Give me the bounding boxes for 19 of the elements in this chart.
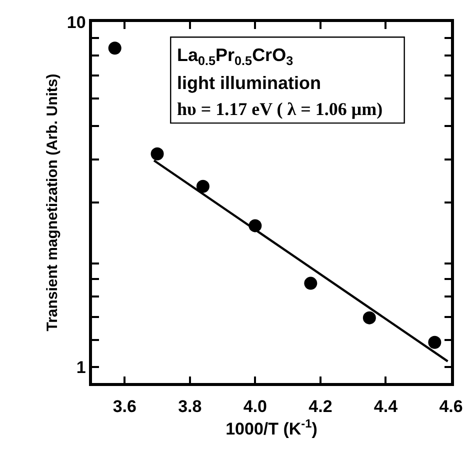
annotation: La$_{0.5}$Pr$_{0.5}$CrO$_{3}$: [177, 45, 294, 68]
point: [108, 42, 122, 55]
point: [428, 336, 442, 349]
x-tick-label: 4.6: [439, 397, 463, 416]
x-tick-label: 4.4: [374, 397, 398, 416]
x-tick-label: 4.2: [308, 397, 332, 416]
annotation: light illumination: [177, 73, 321, 93]
y-tick-label: 10: [66, 12, 86, 32]
point: [150, 147, 164, 160]
point: [304, 276, 318, 290]
y-tick-label: 1: [76, 358, 86, 378]
x-tick-label: 4.0: [243, 397, 267, 416]
point: [362, 311, 376, 324]
annotation: hυ = 1.17 eV ( λ = 1.06 μm): [177, 99, 383, 119]
x-tick-label: 3.6: [112, 397, 136, 416]
x-tick-label: 3.8: [178, 397, 202, 416]
x-axis-title: 1000/T (K$^{-1}$): [226, 416, 318, 439]
point: [196, 180, 210, 193]
y-axis-title: Transient magnetization (Arb. Units): [44, 74, 62, 332]
